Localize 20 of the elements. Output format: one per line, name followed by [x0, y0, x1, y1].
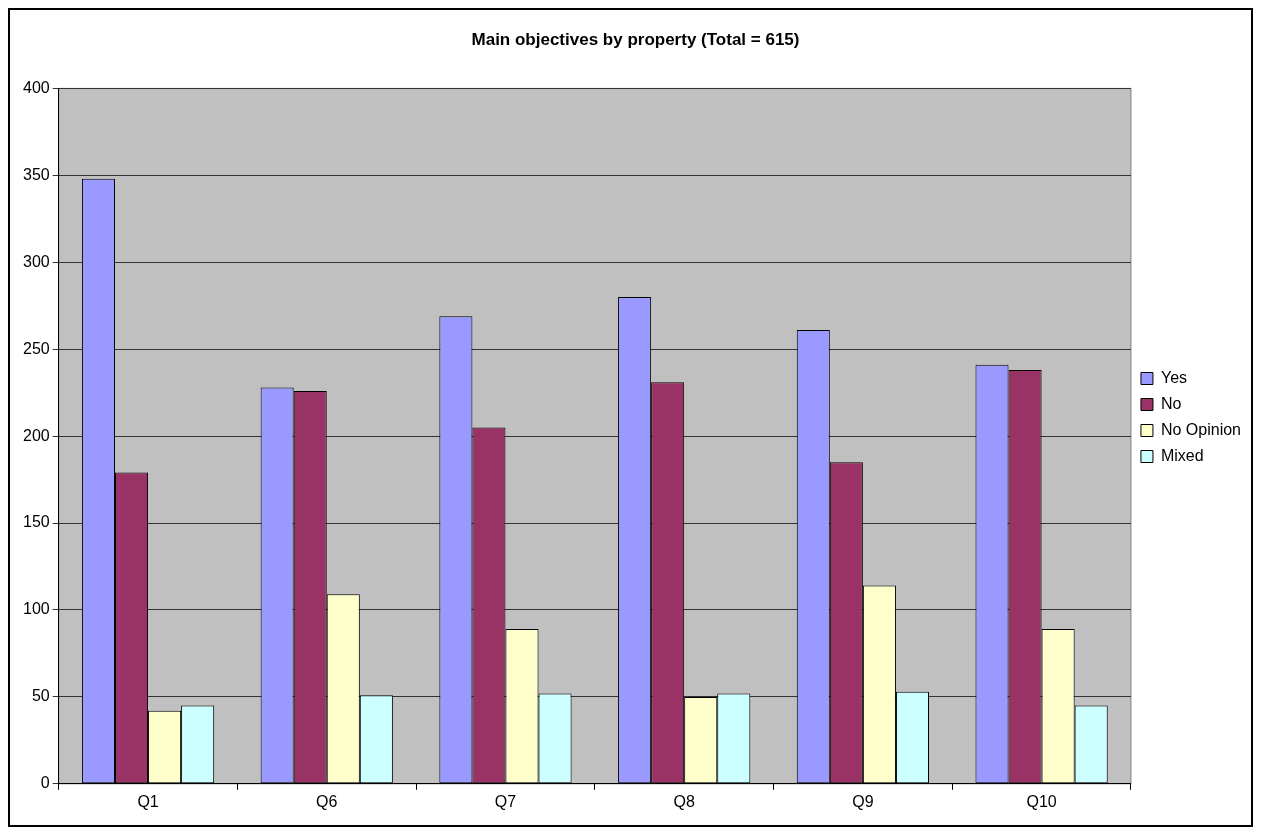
legend-label: No — [1160, 394, 1182, 412]
x-tick-label: Q10 — [1026, 792, 1057, 810]
x-tick-label: Q1 — [137, 792, 159, 810]
x-tick-label: Q6 — [316, 792, 338, 810]
chart-title: Main objectives by property (Total = 615) — [471, 29, 800, 49]
y-tick-label: 100 — [22, 600, 50, 618]
y-tick-label: 50 — [31, 687, 50, 705]
y-tick-label: 400 — [22, 78, 50, 96]
x-tick-label: Q7 — [494, 792, 517, 810]
legend-label: Yes — [1160, 368, 1188, 386]
y-tick-label: 150 — [22, 513, 50, 531]
legend-label: No Opinion — [1160, 420, 1241, 438]
y-tick-label: 250 — [22, 339, 50, 357]
x-tick-label: Q9 — [852, 792, 874, 810]
y-tick-label: 350 — [22, 165, 50, 183]
legend-label: Mixed — [1160, 446, 1204, 464]
y-tick-label: 0 — [40, 774, 50, 792]
y-tick-label: 200 — [22, 426, 50, 444]
x-tick-label: Q8 — [673, 792, 695, 810]
y-tick-label: 300 — [22, 252, 50, 270]
